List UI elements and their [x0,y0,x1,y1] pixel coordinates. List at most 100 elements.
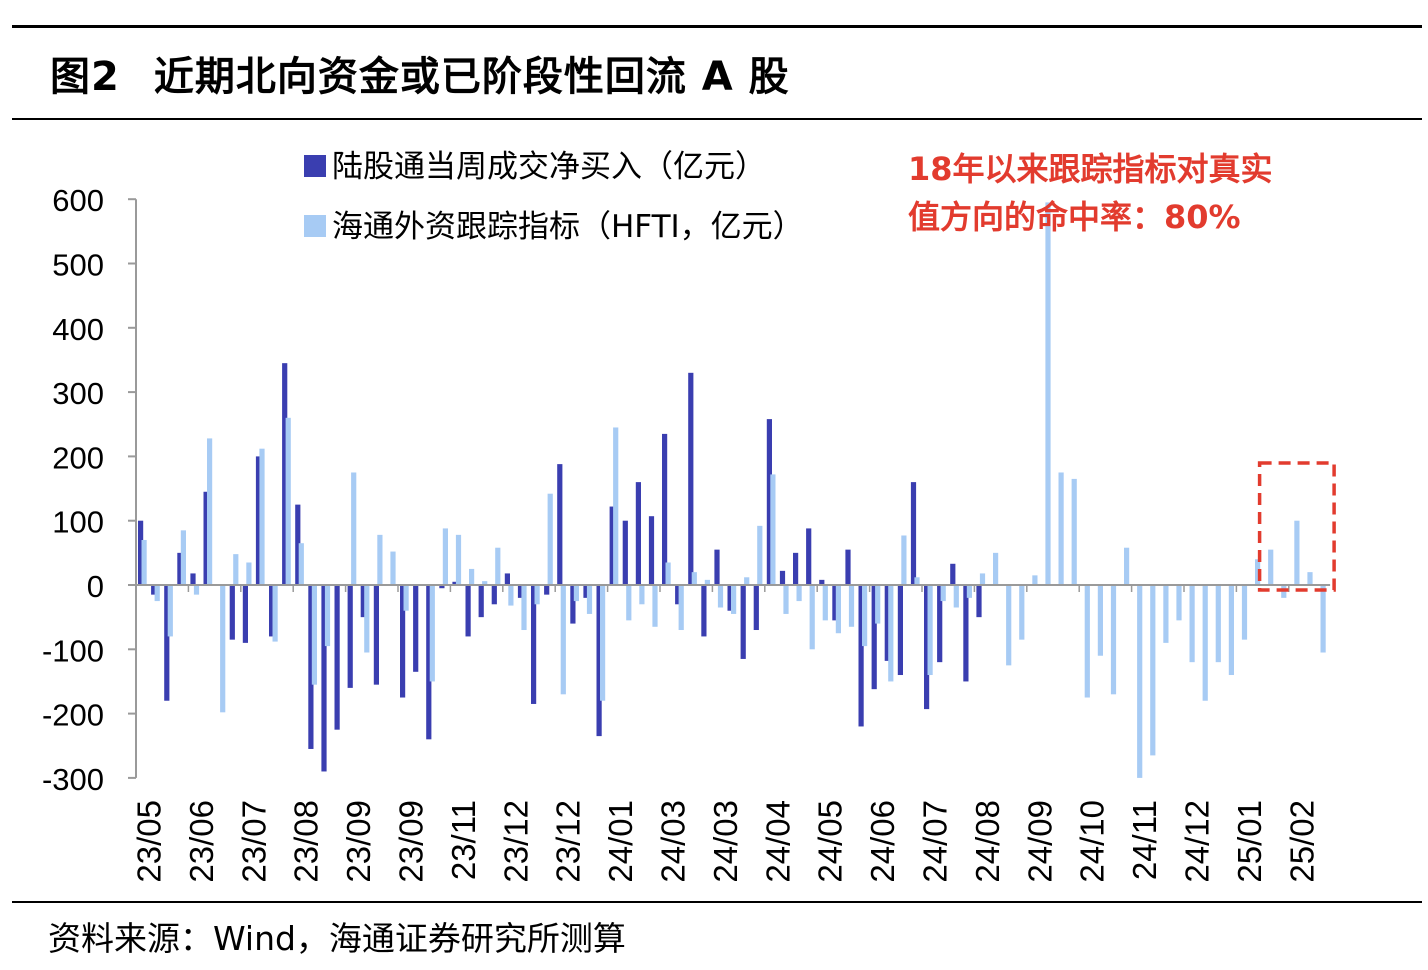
bar-light [613,427,619,585]
axes: 600 500 400 300 200 100 0 -100 -200 -300 23/05 23/0… [42,183,1331,883]
chart: 600 500 400 300 200 100 0 -100 -200 -300 23/05 23/0… [42,149,1336,883]
bar-light [940,585,946,602]
bar-dark [662,433,668,585]
x-tick-label: 25/02 [1283,800,1320,883]
bar-dark [400,585,406,698]
bar-dark [413,585,419,672]
bar-light [875,585,881,624]
x-tick-label: 24/10 [1074,800,1111,883]
bar-light [469,568,475,585]
highlight-box [1257,461,1336,592]
bar-light [757,525,763,585]
bar-light [364,585,370,653]
bar-dark [897,585,903,676]
bar-dark [963,585,969,682]
bar-light [1294,520,1300,585]
bar-light [1150,585,1156,756]
bar-dark [648,516,655,585]
bar-light [403,585,409,611]
bar-light [1097,585,1103,656]
bar-dark [151,585,157,595]
bar-light [1228,585,1234,676]
bar-light [691,572,697,585]
bar-dark [937,585,943,663]
bar-light [652,585,658,627]
bar-dark [622,520,628,585]
x-tick-label: 23/06 [183,800,220,883]
bar-light [1241,585,1248,640]
figure-title-text: 近期北向资金或已阶段性回流 A 股 [153,54,790,100]
x-tick-label: 23/08 [288,800,325,883]
bar-dark [531,585,537,704]
bar-dark [570,585,576,624]
bar-light [442,528,448,585]
bar-dark [334,585,340,730]
bar-dark [557,464,563,585]
y-tick-label: -300 [42,762,104,797]
bar-light [1215,585,1221,663]
bar-light [246,562,252,585]
bar-light [1019,585,1025,640]
highlight-layer [1257,461,1336,592]
bar-light [600,585,606,701]
bar-light [455,534,462,585]
bar-light [193,585,200,595]
bar-dark [832,585,838,621]
x-tick-label: 24/04 [759,800,796,883]
bar-dark [950,563,956,585]
bar-dark [439,585,445,589]
bar-light [888,585,894,682]
figure-title: 图2 近期北向资金或已阶段性回流 A 股 [50,44,790,102]
bar-light [220,585,226,713]
bar-light [547,493,553,585]
bar-dark [793,552,799,585]
bar-light [586,585,593,614]
x-tick-label: 23/05 [131,800,168,883]
bar-light [1058,472,1064,585]
bar-light [390,551,396,585]
title-rule-top [12,25,1422,28]
bar-dark [753,585,759,631]
bar-light [495,547,501,585]
bar-light [167,585,173,637]
bar-dark [347,585,353,688]
bar-dark [910,482,917,585]
bar-dark [688,372,694,585]
bar-light [704,579,710,585]
bar-light [848,585,855,627]
bar-dark [203,491,209,585]
bar-dark [845,549,851,585]
bar-light [351,472,357,585]
bar-dark [819,579,825,585]
x-tick-label: 24/06 [864,800,901,883]
bar-light [1320,585,1326,653]
x-tick-label: 23/07 [235,800,272,883]
legend-swatch-light [304,215,326,237]
bar-dark [308,585,314,749]
bar-light [1124,547,1130,585]
bar-light [1255,559,1261,585]
bar-light [731,585,737,614]
bar-light [626,585,632,621]
x-tick-label: 23/12 [550,800,587,883]
bar-light [154,585,160,602]
bar-light [377,534,383,585]
bar-light [1202,585,1208,701]
title-rule-bottom [12,118,1422,120]
bar-dark [766,419,772,585]
bar-light [1307,572,1313,585]
x-tick-label: 24/12 [1179,800,1216,883]
bar-light [1006,585,1012,666]
bar-dark [229,585,235,640]
bar-light [979,573,986,585]
bar-dark [373,585,379,685]
hit-rate-annotation-line2: 值方向的命中率：80% [908,198,1241,236]
bar-light [639,585,645,605]
bar-dark [779,570,786,585]
bar-dark [360,585,366,618]
bar-dark [924,585,930,710]
y-tick-label: 200 [52,440,104,475]
bar-light [311,585,317,685]
bar-dark [321,585,327,772]
